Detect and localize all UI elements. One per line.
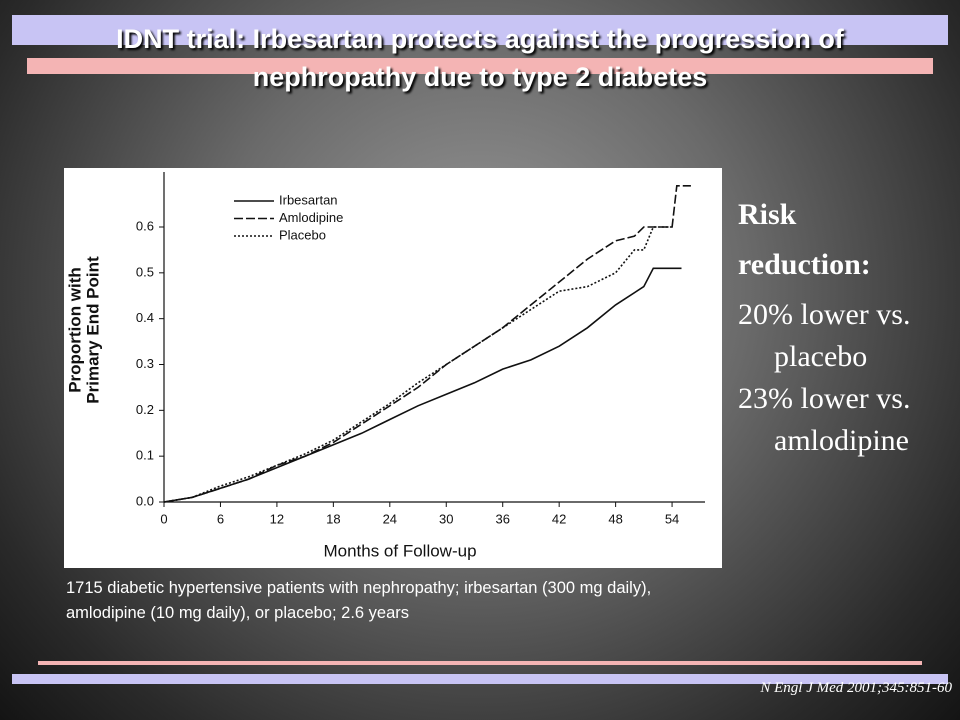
title-underline [27,58,933,74]
x-tick-label: 18 [326,511,340,526]
y-axis-label: Primary End Point [83,256,102,404]
side-heading: Risk [738,198,797,231]
chart-background [64,168,722,568]
series-line [163,226,673,503]
y-tick-label: 0.1 [136,448,154,463]
series-line [163,267,682,503]
x-axis-label: Months of Follow-up [323,541,476,560]
x-tick-label: 12 [270,511,284,526]
x-tick-label: 24 [383,511,397,526]
caption: 1715 diabetic hypertensive patients with… [66,579,652,622]
y-tick-label: 0.3 [136,356,154,371]
legend-label: Placebo [279,227,326,242]
chart: Proportion with Primary End Point Months… [64,168,722,568]
footer-bar [12,674,948,684]
legend-label: Irbesartan [279,192,338,207]
x-tick-label: 30 [439,511,453,526]
title-bar [12,15,948,45]
legend-label: Amlodipine [279,210,343,225]
y-axis-label: Proportion with [65,267,84,393]
footer-line [38,661,922,665]
x-tick-label: 0 [160,511,167,526]
y-tick-label: 0.0 [136,493,154,508]
y-tick-label: 0.6 [136,218,154,233]
side-heading: reduction: [738,248,871,281]
series-line [163,185,691,503]
x-tick-label: 36 [495,511,509,526]
side-panel: Risk reduction: 20% lower vs. placebo 23… [738,194,953,462]
x-tick-label: 6 [217,511,224,526]
side-point: 20% lower vs. placebo [738,298,911,373]
x-tick-label: 54 [665,511,679,526]
x-tick-label: 48 [608,511,622,526]
slide-title: IDNT trial: Irbesartan protects against … [116,24,844,92]
y-tick-label: 0.4 [136,310,154,325]
y-tick-label: 0.5 [136,264,154,279]
x-tick-label: 42 [552,511,566,526]
citation: N Engl J Med 2001;345:851-60 [760,680,952,696]
side-point: 23% lower vs. amlodipine [738,382,911,457]
y-tick-label: 0.2 [136,402,154,417]
